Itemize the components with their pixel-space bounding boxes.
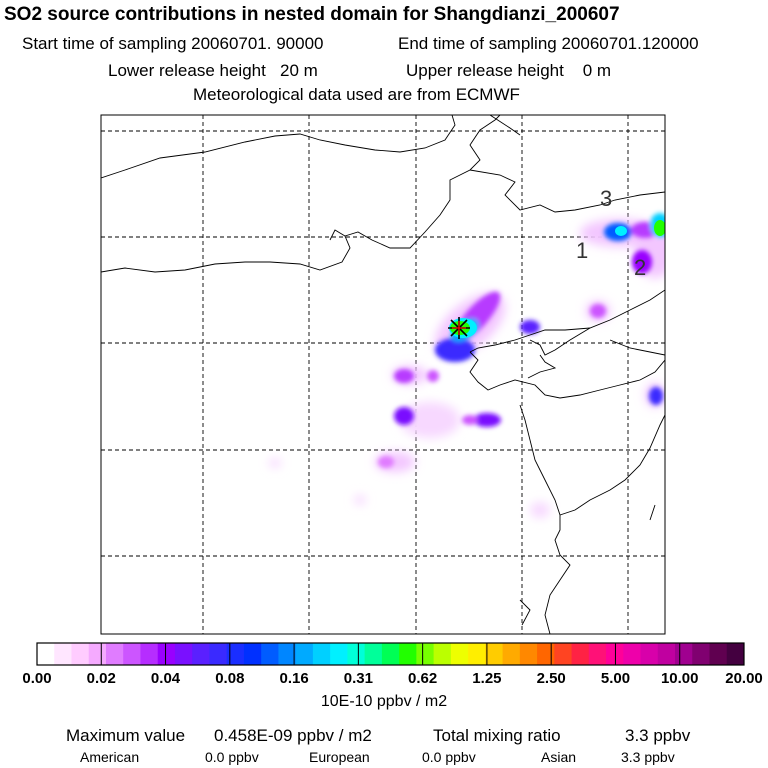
colorbar-tick-label: 20.00 [725,670,763,687]
colorbar-swatch [433,643,452,665]
max-value-label: Maximum value [66,726,186,745]
colorbar-swatch [123,643,141,665]
colorbar-swatch [640,643,659,665]
colorbar-swatch [709,643,728,665]
colorbar-swatch [54,643,72,665]
map-area [101,115,665,634]
total-mixing-label: Total mixing ratio [433,726,561,745]
colorbar-swatch [243,643,262,665]
colorbar-swatch [347,643,366,665]
peak-cyan-ne [615,226,627,236]
max-value: 0.458E-09 ppbv / m2 [214,726,372,745]
asian-label: Asian [541,749,577,765]
colorbar-swatch [364,643,383,665]
region-label-2: 2 [634,255,646,280]
total-mixing-value: 3.3 ppbv [625,726,691,745]
lower-release-height: Lower release height 20 m [108,61,318,80]
colorbar-swatch [675,643,693,665]
colorbar-unit: 10E-10 ppbv / m2 [320,693,448,710]
american-value: 0.0 ppbv [205,749,259,765]
colorbar-tick-label: 0.04 [150,670,181,687]
sampling-end: End time of sampling 20060701.120000 [398,34,699,53]
colorbar-swatch [37,643,55,665]
peak-green-ne [654,220,665,236]
colorbar-swatch [450,643,469,665]
european-label: European [309,749,370,765]
colorbar-swatch [588,643,607,665]
american-label: American [80,749,140,765]
colorbar-swatch [330,643,348,665]
colorbar-tick-label: 0.02 [86,670,116,687]
colorbar-swatch [399,643,417,665]
colorbar-swatch [468,643,486,665]
sampling-start: Start time of sampling 20060701. 90000 [22,34,324,53]
colorbar-swatch [657,643,676,665]
region-label-1: 1 [576,238,588,263]
map-gridlines [101,115,665,634]
colorbar-tick-label: 1.25 [472,670,502,687]
plot-title: SO2 source contributions in nested domai… [4,4,620,25]
colorbar-tick-label: 0.31 [343,670,373,687]
colorbar-swatch [174,643,193,665]
colorbar-swatch [726,643,745,665]
colorbar-tick-label: 2.50 [536,670,566,687]
colorbar-swatch [105,643,124,665]
map-frame [100,114,666,635]
colorbar-swatch [537,643,555,665]
colorbar-swatch [485,643,504,665]
colorbar-swatch [261,643,279,665]
colorbar-swatch [571,643,590,665]
colorbar-swatch [519,643,538,665]
asian-value: 3.3 ppbv [621,749,675,765]
colorbar-swatch [71,643,90,665]
colorbar-swatch [381,643,400,665]
colorbar-swatch [192,643,210,665]
colorbar-dividers [100,643,681,665]
upper-release-height: Upper release height 0 m [406,61,612,80]
colorbar-frame [36,642,745,666]
colorbar-swatch [312,643,331,665]
colorbar-tick-label: 0.00 [22,670,52,687]
colorbar-swatch [295,643,314,665]
colorbar-tick-label: 0.08 [215,670,245,687]
region-label-3: 3 [600,186,612,211]
colorbar-swatch [416,643,435,665]
colorbar-swatch [692,643,711,665]
colorbar [37,643,745,665]
colorbar-swatch [606,643,624,665]
met-data-note: Meteorological data used are from ECMWF [193,85,520,104]
colorbar-swatch [623,643,642,665]
colorbar-swatch [209,643,228,665]
colorbar-swatch [502,643,521,665]
colorbar-tick-label: 5.00 [600,670,631,687]
colorbar-swatch [226,643,245,665]
colorbar-swatch [140,643,159,665]
european-value: 0.0 ppbv [422,749,476,765]
colorbar-tick-label: 10.00 [660,670,699,687]
colorbar-swatch [88,643,107,665]
colorbar-tick-label: 0.62 [408,670,438,687]
colorbar-tick-label: 0.16 [279,670,309,687]
coastlines [101,115,665,634]
colorbar-swatch [157,643,176,665]
plume-cores [378,213,665,468]
colorbar-swatch [278,643,297,665]
colorbar-swatch [554,643,573,665]
